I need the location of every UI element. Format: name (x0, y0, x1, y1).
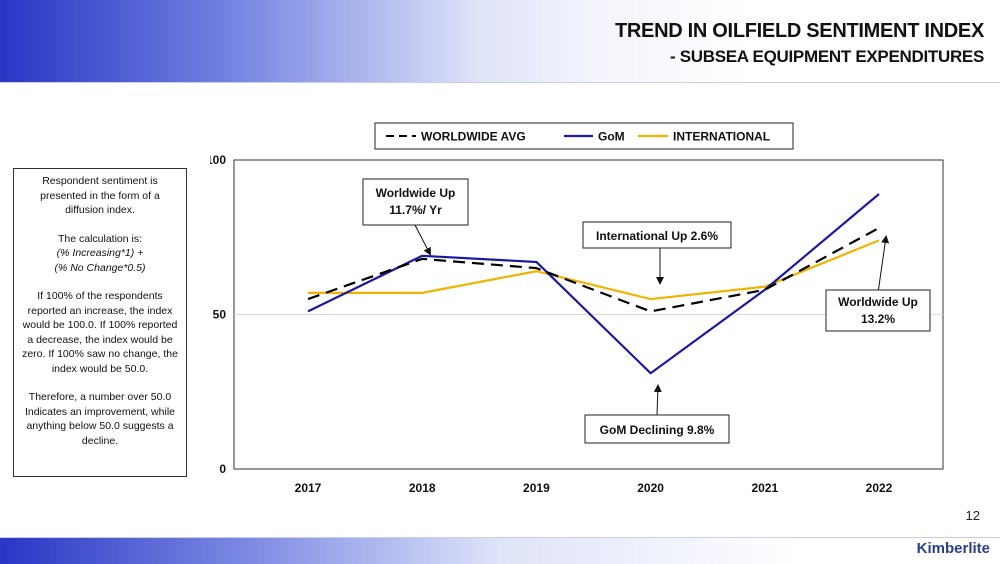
y-tick-label-100: 100 (210, 153, 226, 167)
x-tick-label-2018: 2018 (409, 481, 436, 495)
sentiment-chart: WORLDWIDE AVG GoM INTERNATIONAL 0 50 100… (206, 110, 970, 510)
x-tick-label-2022: 2022 (866, 481, 893, 495)
x-axis: 2017 2018 2019 2020 2021 2022 (295, 481, 893, 495)
callout-line-2: 13.2% (861, 312, 895, 326)
callout-line-1: Worldwide Up (376, 186, 456, 200)
series-line-worldwide (307, 227, 880, 313)
x-tick-label-2019: 2019 (523, 481, 550, 495)
note-paragraph-2: The calculation is: (57, 232, 143, 245)
y-tick-label-0: 0 (219, 462, 226, 476)
methodology-note: Respondent sentiment is presented in the… (13, 168, 187, 477)
annotation-worldwide-2018: Worldwide Up 11.7%/ Yr (362, 178, 469, 226)
annotation-arrow-worldwide-2018 (414, 224, 431, 256)
callout-line-1: International Up 2.6% (596, 229, 718, 243)
callout-box (362, 178, 469, 226)
note-formula: (% Increasing*1) + (% No Change*0.5) (20, 246, 180, 275)
chart-svg: WORLDWIDE AVG GoM INTERNATIONAL 0 50 100… (206, 122, 944, 495)
page-subtitle: - SUBSEA EQUIPMENT EXPENDITURES (669, 47, 984, 66)
x-tick-label-2017: 2017 (295, 481, 322, 495)
page-number: 12 (965, 508, 980, 523)
callout-line-1: GoM Declining 9.8% (600, 423, 715, 437)
callout-box (825, 289, 931, 332)
footer-band (0, 537, 1000, 564)
note-paragraph-3: If 100% of the respondents reported an i… (22, 290, 178, 375)
legend-label-worldwide: WORLDWIDE AVG (421, 130, 526, 144)
note-paragraph-4: Therefore, a number over 50.0 Indicates … (25, 391, 175, 447)
callout-box (584, 414, 730, 444)
note-paragraph-1: Respondent sentiment is presented in the… (40, 175, 160, 216)
callout-line-2: 11.7%/ Yr (389, 203, 442, 217)
x-tick-label-2020: 2020 (637, 481, 664, 495)
annotation-arrow-worldwide-2022 (877, 235, 890, 294)
x-tick-label-2021: 2021 (751, 481, 778, 495)
annotation-arrow-gom-2020 (653, 384, 662, 416)
brand-logo-text: Kimberlite (916, 540, 990, 557)
annotation-worldwide-2022: Worldwide Up 13.2% (825, 289, 931, 332)
formula-line-2: (% No Change*0.5) (54, 261, 146, 274)
header-band (0, 0, 1000, 83)
legend: WORLDWIDE AVG GoM INTERNATIONAL (374, 122, 794, 150)
callout-line-1: Worldwide Up (838, 295, 918, 309)
legend-label-gom: GoM (598, 130, 625, 144)
callout-box (582, 221, 732, 249)
formula-line-1: (% Increasing*1) + (56, 247, 144, 259)
y-axis: 0 50 100 (206, 153, 227, 476)
annotation-international-2020: International Up 2.6% (582, 221, 732, 249)
page-title: TREND IN OILFIELD SENTIMENT INDEX (615, 20, 984, 42)
y-tick-label-50: 50 (213, 308, 227, 322)
legend-label-international: INTERNATIONAL (673, 130, 770, 144)
annotation-gom-2020: GoM Declining 9.8% (584, 414, 730, 444)
